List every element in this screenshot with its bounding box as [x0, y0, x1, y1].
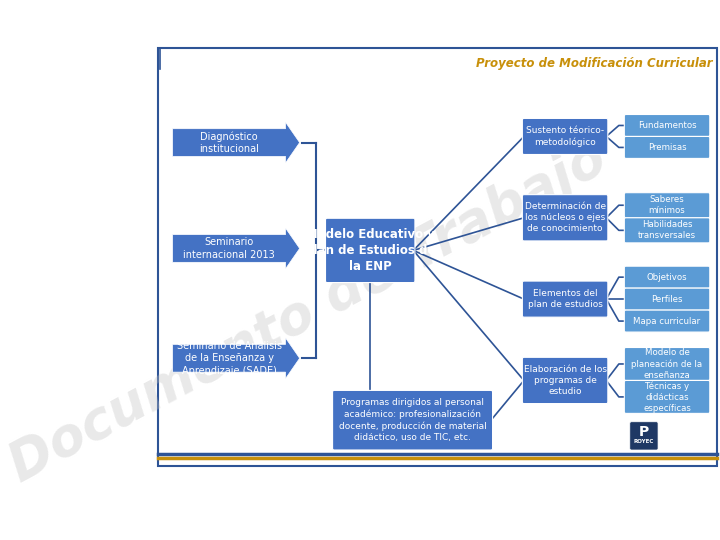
- FancyBboxPatch shape: [624, 266, 710, 288]
- Text: Fundamentos: Fundamentos: [638, 121, 696, 130]
- FancyBboxPatch shape: [158, 49, 717, 465]
- FancyBboxPatch shape: [630, 422, 658, 450]
- FancyBboxPatch shape: [624, 288, 710, 310]
- FancyBboxPatch shape: [523, 118, 608, 154]
- Text: Modelo Educativo y
Plan de Estudios de
la ENP: Modelo Educativo y Plan de Estudios de l…: [305, 228, 436, 273]
- Text: Seminario de Análisis
de la Enseñanza y
Aprendizaje (SADE): Seminario de Análisis de la Enseñanza y …: [176, 341, 282, 376]
- FancyBboxPatch shape: [624, 381, 710, 414]
- Text: Programas dirigidos al personal
académico: profesionalización
docente, producció: Programas dirigidos al personal académic…: [338, 399, 487, 442]
- Text: Técnicas y
didácticas
específicas: Técnicas y didácticas específicas: [643, 381, 691, 413]
- Text: Elaboración de los
programas de
estudio: Elaboración de los programas de estudio: [523, 365, 607, 396]
- FancyBboxPatch shape: [624, 218, 710, 243]
- Text: Diagnóstico
institucional: Diagnóstico institucional: [199, 131, 259, 154]
- Text: Premisas: Premisas: [648, 143, 686, 152]
- FancyBboxPatch shape: [333, 390, 492, 450]
- Polygon shape: [173, 228, 300, 269]
- Polygon shape: [173, 338, 300, 379]
- Text: Habilidades
transversales: Habilidades transversales: [638, 220, 696, 240]
- FancyBboxPatch shape: [523, 194, 608, 241]
- FancyBboxPatch shape: [523, 281, 608, 317]
- Text: Determinación de
los núcleos o ejes
de conocimiento: Determinación de los núcleos o ejes de c…: [525, 202, 606, 233]
- Text: Proyecto de Modificación Curricular: Proyecto de Modificación Curricular: [476, 57, 712, 70]
- Text: Objetivos: Objetivos: [647, 273, 688, 282]
- Text: Saberes
mínimos: Saberes mínimos: [649, 195, 685, 215]
- Polygon shape: [173, 122, 300, 163]
- Text: Mapa curricular: Mapa curricular: [634, 316, 701, 326]
- FancyBboxPatch shape: [624, 137, 710, 158]
- Text: ROYEC: ROYEC: [634, 439, 654, 444]
- FancyBboxPatch shape: [624, 193, 710, 218]
- Text: Modelo de
planeación de la
enseñanza: Modelo de planeación de la enseñanza: [631, 348, 703, 380]
- FancyBboxPatch shape: [624, 348, 710, 381]
- FancyBboxPatch shape: [624, 114, 710, 137]
- Text: Perfiles: Perfiles: [652, 295, 683, 303]
- Text: P: P: [639, 425, 649, 439]
- FancyBboxPatch shape: [624, 310, 710, 332]
- Text: Seminario
internacional 2013: Seminario internacional 2013: [183, 237, 275, 260]
- Text: Sustento téorico-
metodológico: Sustento téorico- metodológico: [526, 126, 604, 147]
- Text: Elementos del
plan de estudios: Elementos del plan de estudios: [528, 289, 603, 309]
- FancyBboxPatch shape: [325, 218, 415, 282]
- FancyBboxPatch shape: [523, 357, 608, 403]
- Text: Documento de Trabajo: Documento de Trabajo: [1, 132, 616, 492]
